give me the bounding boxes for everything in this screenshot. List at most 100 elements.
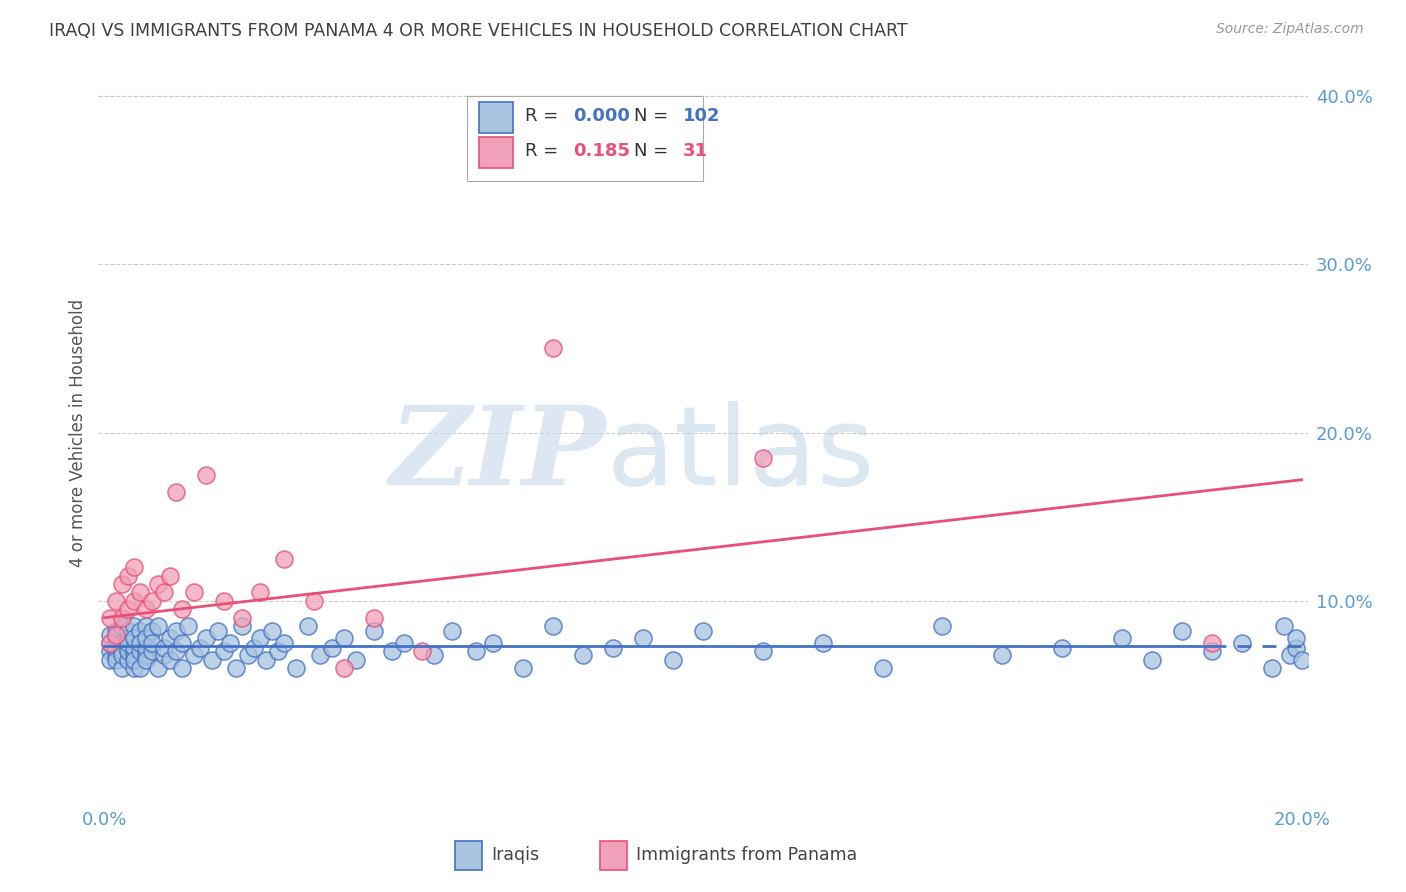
Point <box>159 653 181 667</box>
Point <box>273 551 295 566</box>
FancyBboxPatch shape <box>467 95 703 181</box>
Point <box>752 644 775 658</box>
Point <box>231 610 253 624</box>
Point <box>153 640 176 655</box>
Point <box>321 640 343 655</box>
Point <box>105 653 128 667</box>
Point <box>135 631 157 645</box>
Point <box>117 631 139 645</box>
Bar <box>456 840 482 871</box>
Point <box>381 644 404 658</box>
Point <box>1140 653 1163 667</box>
Point <box>177 619 200 633</box>
Point <box>249 631 271 645</box>
Point <box>111 619 134 633</box>
Point <box>111 661 134 675</box>
Point <box>105 594 128 608</box>
Point <box>129 585 152 599</box>
Point <box>1284 631 1306 645</box>
Point <box>111 636 134 650</box>
Point <box>153 585 176 599</box>
Point <box>440 624 463 639</box>
Point <box>153 648 176 662</box>
Point <box>572 648 595 662</box>
Text: 0.185: 0.185 <box>574 143 631 161</box>
Point <box>1230 636 1253 650</box>
Point <box>135 602 157 616</box>
Point <box>692 624 714 639</box>
Point <box>117 568 139 582</box>
Point <box>811 636 834 650</box>
Point <box>124 560 146 574</box>
Point <box>111 610 134 624</box>
Point <box>752 450 775 465</box>
Point <box>333 661 356 675</box>
Point <box>100 610 122 624</box>
Point <box>183 648 205 662</box>
Point <box>1278 648 1301 662</box>
Point <box>135 640 157 655</box>
Bar <box>600 840 627 871</box>
Point <box>302 594 325 608</box>
Point <box>254 653 277 667</box>
Point <box>1284 640 1306 655</box>
Point <box>363 624 385 639</box>
Text: Iraqis: Iraqis <box>492 846 540 863</box>
Point <box>931 619 953 633</box>
Point <box>141 624 163 639</box>
Point <box>344 653 367 667</box>
Text: Immigrants from Panama: Immigrants from Panama <box>637 846 858 863</box>
Point <box>100 653 122 667</box>
Point <box>236 648 259 662</box>
Point <box>602 640 624 655</box>
Point <box>267 644 290 658</box>
Point <box>129 644 152 658</box>
Point <box>165 644 187 658</box>
Point <box>363 610 385 624</box>
Point <box>188 640 211 655</box>
Point <box>212 644 235 658</box>
Point <box>117 636 139 650</box>
Point <box>105 631 128 645</box>
Point <box>195 467 218 482</box>
Point <box>172 602 194 616</box>
Point <box>543 342 565 356</box>
Point <box>172 636 194 650</box>
Point <box>129 661 152 675</box>
Point <box>212 594 235 608</box>
Point <box>117 644 139 658</box>
Point <box>260 624 283 639</box>
Point <box>117 624 139 639</box>
Point <box>1050 640 1073 655</box>
Point <box>117 640 139 655</box>
Text: 31: 31 <box>682 143 707 161</box>
Point <box>100 636 122 650</box>
Point <box>141 636 163 650</box>
Point <box>165 484 187 499</box>
Point <box>100 636 122 650</box>
Point <box>105 627 128 641</box>
Point <box>124 653 146 667</box>
Point <box>124 619 146 633</box>
Y-axis label: 4 or more Vehicles in Household: 4 or more Vehicles in Household <box>69 299 87 566</box>
Point <box>1291 653 1313 667</box>
Text: Source: ZipAtlas.com: Source: ZipAtlas.com <box>1216 22 1364 37</box>
Point <box>872 661 894 675</box>
Point <box>195 631 218 645</box>
Point <box>111 644 134 658</box>
Point <box>111 648 134 662</box>
Point <box>392 636 415 650</box>
Point <box>105 648 128 662</box>
Point <box>243 640 266 655</box>
Point <box>1111 631 1133 645</box>
Point <box>124 661 146 675</box>
Point <box>105 624 128 639</box>
Point <box>1201 636 1223 650</box>
Point <box>464 644 486 658</box>
Point <box>219 636 242 650</box>
Point <box>135 653 157 667</box>
Text: N =: N = <box>634 107 668 125</box>
Text: ZIP: ZIP <box>389 401 606 508</box>
Point <box>225 661 247 675</box>
Point <box>129 624 152 639</box>
